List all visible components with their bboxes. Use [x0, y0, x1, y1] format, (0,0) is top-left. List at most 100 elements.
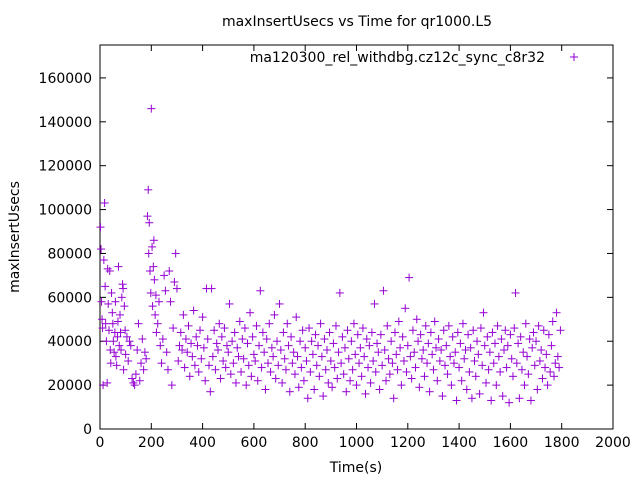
data-point: [181, 335, 190, 344]
data-point: [444, 321, 453, 330]
data-point: [116, 310, 125, 319]
y-tick-label: 160000: [39, 71, 92, 87]
data-point: [279, 328, 288, 337]
data-point: [301, 343, 310, 352]
data-point: [365, 341, 374, 350]
data-point: [98, 315, 107, 324]
data-point: [546, 367, 555, 376]
data-point: [394, 317, 403, 326]
data-point: [323, 346, 332, 355]
data-point: [491, 339, 500, 348]
data-point: [251, 356, 260, 365]
data-point: [188, 352, 197, 361]
data-point: [383, 321, 392, 330]
data-point: [347, 337, 356, 346]
data-point: [539, 326, 548, 335]
data-point: [458, 319, 467, 328]
data-point: [528, 343, 537, 352]
data-point: [144, 249, 153, 258]
data-point: [349, 319, 358, 328]
data-point: [205, 361, 214, 370]
data-point: [403, 341, 412, 350]
data-point: [524, 370, 533, 379]
data-point: [148, 302, 157, 311]
data-point: [220, 324, 229, 333]
data-point: [113, 332, 122, 341]
data-point: [435, 356, 444, 365]
data-point: [270, 310, 279, 319]
data-point: [151, 310, 160, 319]
data-point: [489, 359, 498, 368]
data-point: [207, 284, 216, 293]
data-point: [442, 341, 451, 350]
data-point: [529, 328, 538, 337]
data-point: [388, 359, 397, 368]
data-point: [337, 359, 346, 368]
data-point: [109, 337, 118, 346]
data-point: [484, 365, 493, 374]
data-point: [393, 365, 402, 374]
data-point: [396, 343, 405, 352]
data-point: [305, 324, 314, 333]
data-point: [379, 286, 388, 295]
data-point: [239, 354, 248, 363]
data-point: [423, 359, 432, 368]
data-point: [411, 363, 420, 372]
data-point: [428, 350, 437, 359]
legend-marker: [570, 53, 578, 61]
data-point: [407, 374, 416, 383]
data-point: [346, 376, 355, 385]
data-point: [533, 385, 542, 394]
data-point: [110, 348, 119, 357]
data-point: [410, 348, 419, 357]
data-point: [140, 348, 149, 357]
data-point: [117, 293, 126, 302]
data-point: [412, 315, 421, 324]
data-point: [278, 378, 287, 387]
data-point: [364, 363, 373, 372]
data-point: [189, 306, 198, 315]
data-point: [272, 337, 281, 346]
data-point: [306, 367, 315, 376]
data-point: [149, 262, 158, 271]
data-point: [547, 341, 556, 350]
data-point: [283, 319, 292, 328]
data-point: [143, 212, 152, 221]
data-point: [385, 370, 394, 379]
data-point: [543, 381, 552, 390]
data-point: [324, 378, 333, 387]
data-point: [456, 339, 465, 348]
data-point: [111, 352, 120, 361]
data-point: [451, 348, 460, 357]
data-point: [438, 392, 447, 401]
data-point: [426, 328, 435, 337]
data-point: [153, 319, 162, 328]
data-point: [457, 376, 466, 385]
data-points: [96, 104, 565, 407]
data-point: [311, 330, 320, 339]
data-point: [355, 359, 364, 368]
data-point: [515, 394, 524, 403]
data-point: [551, 359, 560, 368]
data-point: [352, 381, 361, 390]
data-point: [417, 354, 426, 363]
data-point: [169, 324, 178, 333]
data-point: [147, 104, 156, 113]
data-point: [206, 387, 215, 396]
data-point: [222, 341, 231, 350]
data-point: [455, 363, 464, 372]
data-point: [506, 330, 515, 339]
data-point: [367, 328, 376, 337]
data-point: [335, 288, 344, 297]
data-point: [144, 185, 153, 194]
data-point: [102, 337, 111, 346]
data-point: [139, 365, 148, 374]
data-point: [233, 343, 242, 352]
data-point: [389, 394, 398, 403]
data-point: [262, 335, 271, 344]
data-point: [101, 319, 110, 328]
data-point: [370, 299, 379, 308]
data-point: [261, 385, 270, 394]
data-point: [145, 218, 154, 227]
